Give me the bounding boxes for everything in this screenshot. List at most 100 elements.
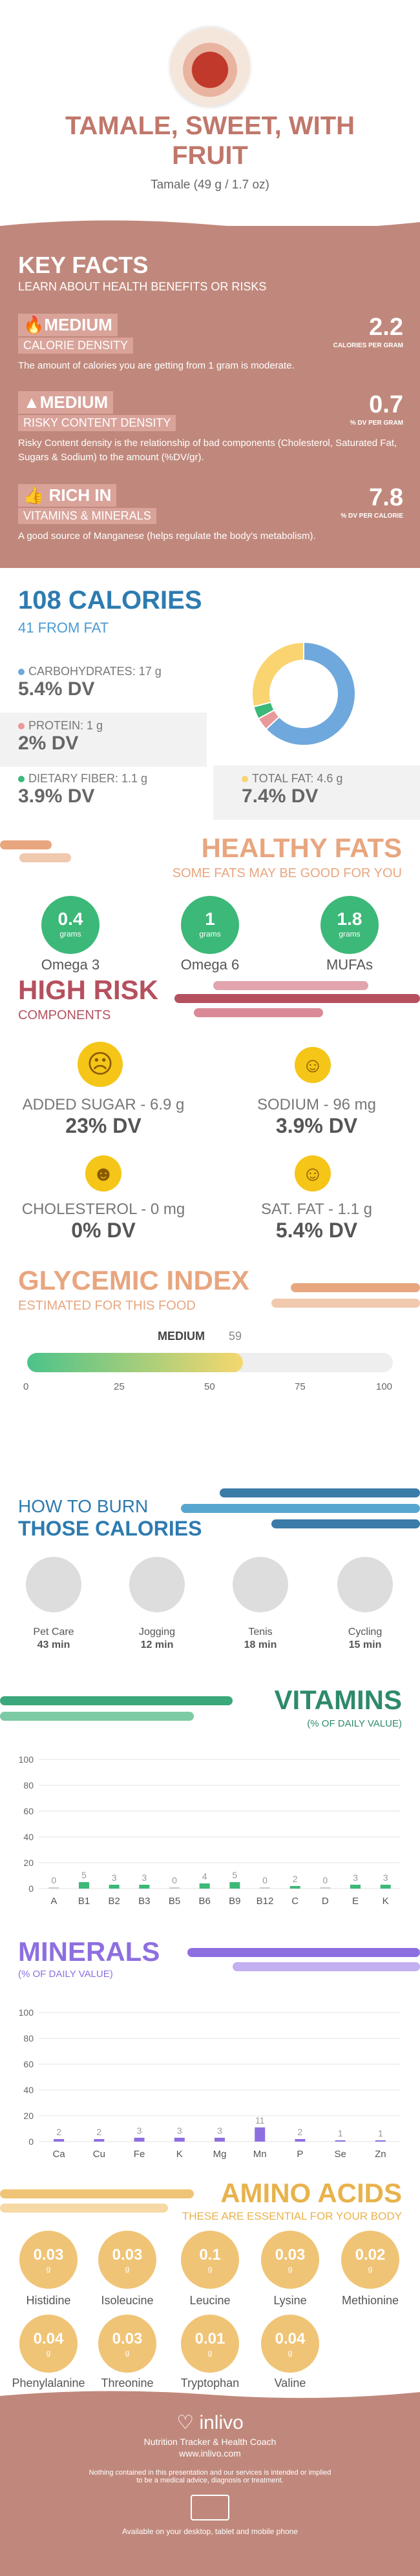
fact-vitamins-minerals: 👍 RICH IN VITAMINS & MINERALS 7.8 % DV P… <box>18 484 403 543</box>
serving-size: Tamale (49 g / 1.7 oz) <box>151 178 269 192</box>
food-title: TAMALE, SWEET, WITH FRUIT <box>0 111 420 170</box>
nutrient-carbs: CARBOHYDRATES: 17 g 5.4% DV <box>18 658 212 713</box>
amino-label: Methionine <box>341 2294 399 2307</box>
key-facts-subtitle: LEARN ABOUT HEALTH BENEFITS OR RISKS <box>18 280 267 293</box>
bar-B9 <box>229 1882 240 1889</box>
amino-label: Histidine <box>26 2294 71 2307</box>
bar-value-label: 0 <box>172 1875 177 1885</box>
bar-Se <box>335 2140 346 2142</box>
tryptophan-circle: 0.01 g <box>181 2315 239 2373</box>
decor-stripe <box>0 2189 194 2198</box>
category-label: B3 <box>138 1896 150 1907</box>
bar-value-label: 5 <box>81 1870 87 1880</box>
healthy-fats-subtitle: SOME FATS MAY BE GOOD FOR YOU <box>172 866 402 880</box>
bar-B1 <box>79 1882 89 1889</box>
amino-label: Threonine <box>101 2377 154 2389</box>
category-label: B9 <box>229 1896 240 1907</box>
category-label: Mg <box>213 2149 227 2160</box>
category-label: A <box>50 1896 57 1907</box>
decor-stripe <box>19 853 71 862</box>
amino-label: Leucine <box>189 2294 231 2307</box>
key-facts-title: KEY FACTS <box>18 252 149 278</box>
high-risk-title: HIGH RISK <box>18 975 159 1005</box>
fact-name: RISKY CONTENT DENSITY <box>18 415 176 431</box>
y-tick-label: 100 <box>19 1754 34 1765</box>
fact-level: 👍 RICH IN <box>18 484 117 507</box>
tennis-icon <box>233 1557 288 1612</box>
decor-stripe <box>0 1712 194 1721</box>
footer-disclaimer-2: to be a medical advice, diagnosis or tre… <box>136 2477 284 2484</box>
inlivo-logo[interactable]: ♡ inlivo <box>176 2412 244 2433</box>
fact-level: 🔥MEDIUM <box>18 314 118 336</box>
sodium-face-icon: ☺ <box>295 1047 331 1083</box>
burn-title-2: THOSE CALORIES <box>18 1517 202 1540</box>
sodium-dv: 3.9% DV <box>275 1114 358 1137</box>
burn-activity: Cycling <box>348 1627 383 1638</box>
category-label: Mn <box>253 2149 267 2160</box>
decor-stripe <box>271 1519 420 1528</box>
methionine-circle: 0.02 g <box>341 2231 399 2289</box>
phenylalanine-circle: 0.04 g <box>19 2315 78 2373</box>
bar-Fe <box>134 2138 145 2142</box>
vitamins-subtitle: (% OF DAILY VALUE) <box>307 1718 402 1729</box>
satfat-face-icon: ☺ <box>295 1155 331 1192</box>
histidine-circle: 0.03 g <box>19 2231 78 2289</box>
vitamins-chart: 0 20 40 60 80 100 0 A 5 B1 3 B2 3 B3 0 B5 4 B6 5 B9 0 B12 2 C 0 D… <box>19 1754 401 1907</box>
y-tick-label: 0 <box>28 2136 34 2147</box>
fact-description: The amount of calories you are getting f… <box>18 360 295 371</box>
fact-value: 7.8 <box>369 484 403 511</box>
flame-icon: 🔥 <box>23 315 45 334</box>
bar-value-label: 11 <box>255 2115 265 2125</box>
vitamins-title: VITAMINS <box>274 1685 402 1715</box>
burn-time: 43 min <box>37 1639 70 1650</box>
category-label: Fe <box>134 2149 145 2160</box>
y-tick-label: 40 <box>23 2085 34 2095</box>
mufas-label: MUFAs <box>326 957 373 973</box>
y-tick-label: 20 <box>23 1858 34 1868</box>
footer-disclaimer-1: Nothing contained in this presentation a… <box>89 2469 331 2477</box>
category-label: Se <box>334 2149 346 2160</box>
title-line-1: TAMALE, SWEET, WITH <box>65 112 355 140</box>
decor-stripe <box>220 1488 420 1497</box>
gi-tick: 25 <box>114 1381 125 1392</box>
title-line-2: FRUIT <box>172 141 248 170</box>
fact-unit: % DV PER GRAM <box>350 420 403 427</box>
decor-stripe <box>0 1696 233 1705</box>
healthy-fats-title: HEALTHY FATS <box>201 833 402 863</box>
footer-tagline: Nutrition Tracker & Health Coach <box>143 2437 277 2447</box>
thumbs-up-icon: 👍 <box>23 485 45 505</box>
satfat-dv: 5.4% DV <box>275 1219 358 1242</box>
bar-P <box>295 2139 306 2142</box>
bar-value-label: 3 <box>353 1872 358 1883</box>
category-label: Ca <box>53 2149 66 2160</box>
bar-value-label: 3 <box>112 1872 117 1883</box>
fact-name: VITAMINS & MINERALS <box>18 508 156 524</box>
footer-url[interactable]: www.inlivo.com <box>179 2448 241 2459</box>
nutrient-dv: 5.4% DV <box>18 678 95 700</box>
bar-value-label: 0 <box>262 1875 268 1885</box>
category-label: D <box>322 1896 329 1907</box>
burn-activity: Jogging <box>138 1627 176 1638</box>
gi-tick: 0 <box>23 1381 29 1392</box>
y-tick-label: 80 <box>23 1780 34 1790</box>
fact-value: 2.2 <box>369 314 403 341</box>
bar-Cu <box>94 2139 105 2142</box>
y-tick-label: 60 <box>23 1806 34 1816</box>
bar-value-label: 4 <box>202 1871 207 1881</box>
nutrient-dv: 7.4% DV <box>242 786 319 807</box>
bar-B12 <box>260 1887 270 1889</box>
fiber-dot <box>18 776 25 782</box>
bar-value-label: 3 <box>217 2125 222 2136</box>
glycemic-level: MEDIUM <box>158 1330 205 1343</box>
category-label: B6 <box>198 1896 210 1907</box>
gi-tick: 75 <box>295 1381 306 1392</box>
bar-B2 <box>109 1885 120 1889</box>
glycemic-subtitle: ESTIMATED FOR THIS FOOD <box>18 1299 196 1313</box>
footer: ♡ inlivo Nutrition Tracker & Health Coac… <box>0 2391 420 2576</box>
cholesterol-face-icon: ☻ <box>85 1155 121 1192</box>
fact-unit: % DV PER CALORIE <box>341 512 403 520</box>
bar-value-label: 2 <box>96 2127 101 2137</box>
bar-value-label: 2 <box>56 2127 61 2137</box>
nutrient-dv: 3.9% DV <box>18 786 95 807</box>
jogging-icon <box>129 1557 185 1612</box>
